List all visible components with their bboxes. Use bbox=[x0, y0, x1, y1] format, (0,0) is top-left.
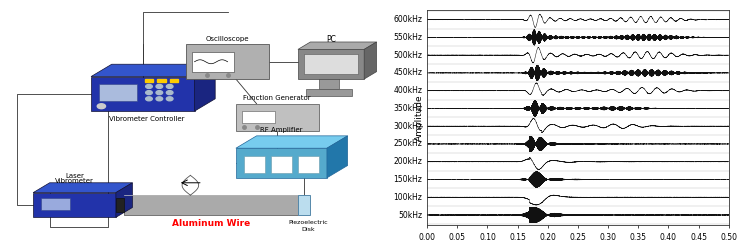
Bar bbox=[236, 104, 319, 131]
Bar bbox=[124, 195, 298, 215]
Text: 400kHz: 400kHz bbox=[393, 86, 422, 95]
Text: 200kHz: 200kHz bbox=[393, 157, 422, 166]
Circle shape bbox=[156, 91, 163, 95]
Text: RF Amplifier: RF Amplifier bbox=[260, 127, 303, 133]
Text: Vibrometer Controller: Vibrometer Controller bbox=[109, 116, 185, 122]
Circle shape bbox=[156, 84, 163, 88]
Bar bbox=[236, 148, 327, 178]
Circle shape bbox=[98, 104, 106, 109]
Text: 350kHz: 350kHz bbox=[393, 104, 422, 113]
Bar bbox=[41, 198, 70, 210]
Bar bbox=[145, 79, 153, 82]
Text: 600kHz: 600kHz bbox=[393, 15, 422, 24]
Y-axis label: Amplitude: Amplitude bbox=[415, 94, 424, 141]
Bar bbox=[157, 79, 166, 82]
Text: Aluminum Wire: Aluminum Wire bbox=[172, 219, 251, 227]
Bar bbox=[33, 193, 116, 217]
Bar bbox=[186, 44, 269, 79]
Circle shape bbox=[146, 84, 152, 88]
Text: Disk: Disk bbox=[302, 227, 315, 232]
Bar bbox=[298, 49, 364, 79]
Text: 50kHz: 50kHz bbox=[398, 210, 422, 220]
Circle shape bbox=[156, 97, 163, 101]
Text: PC: PC bbox=[326, 36, 336, 44]
Polygon shape bbox=[298, 42, 377, 49]
Bar bbox=[99, 84, 137, 101]
Polygon shape bbox=[91, 64, 215, 77]
Text: 300kHz: 300kHz bbox=[393, 122, 422, 131]
Bar bbox=[271, 156, 292, 173]
Bar bbox=[319, 77, 339, 89]
Bar bbox=[242, 111, 275, 124]
Polygon shape bbox=[33, 183, 132, 193]
Bar bbox=[116, 198, 124, 212]
Text: Piezoelectric: Piezoelectric bbox=[288, 220, 328, 225]
Circle shape bbox=[166, 91, 173, 95]
Bar bbox=[304, 54, 358, 74]
Text: Oscilloscope: Oscilloscope bbox=[206, 36, 249, 42]
Bar bbox=[298, 195, 310, 215]
Polygon shape bbox=[116, 183, 132, 217]
Bar bbox=[170, 79, 178, 82]
Bar bbox=[192, 52, 234, 72]
Text: 250kHz: 250kHz bbox=[393, 140, 422, 148]
Polygon shape bbox=[194, 64, 215, 111]
Text: Laser: Laser bbox=[65, 173, 84, 179]
Text: 100kHz: 100kHz bbox=[393, 193, 422, 202]
Polygon shape bbox=[327, 136, 347, 178]
Bar bbox=[244, 156, 265, 173]
Text: 150kHz: 150kHz bbox=[393, 175, 422, 184]
Circle shape bbox=[146, 97, 152, 101]
Polygon shape bbox=[364, 42, 377, 79]
Text: Vibrometer: Vibrometer bbox=[55, 178, 94, 184]
Circle shape bbox=[146, 91, 152, 95]
Bar bbox=[298, 156, 319, 173]
Circle shape bbox=[166, 84, 173, 88]
Bar bbox=[91, 77, 194, 111]
Text: Function Generator: Function Generator bbox=[243, 95, 311, 101]
Polygon shape bbox=[236, 136, 347, 148]
Circle shape bbox=[166, 97, 173, 101]
Text: 550kHz: 550kHz bbox=[393, 33, 422, 42]
Text: 450kHz: 450kHz bbox=[393, 68, 422, 77]
Text: 500kHz: 500kHz bbox=[393, 51, 422, 60]
Bar bbox=[306, 89, 352, 96]
